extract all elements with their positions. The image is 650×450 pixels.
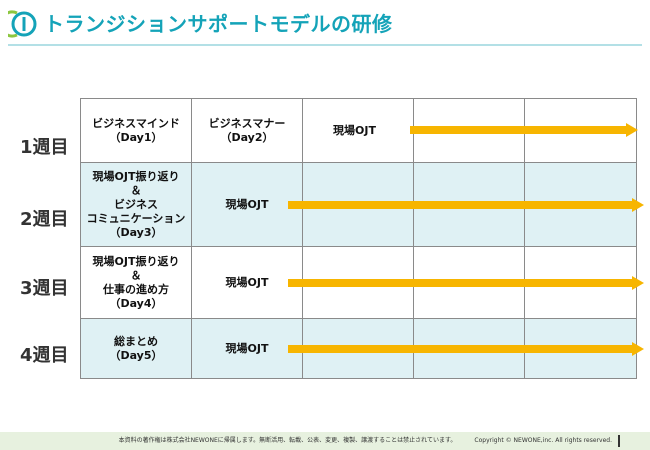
slide-header: トランジションサポートモデルの研修	[0, 0, 650, 48]
ojt-arrow-week-4	[288, 342, 644, 356]
copyright-notice: 本資料の著作権は株式会社NEWONEに帰属します。無断活用、転載、公表、変更、複…	[118, 437, 457, 444]
ojt-arrow-week-2	[288, 198, 644, 212]
cell-ojt-week-1: 現場OJT	[302, 98, 414, 163]
ojt-arrow-week-3	[288, 276, 644, 290]
training-schedule-table: ビジネスマインド （Day1） ビジネスマナー （Day2） 現場OJT 現場O…	[80, 98, 637, 379]
cell-day5: 総まとめ （Day5）	[80, 318, 192, 379]
footer-divider	[618, 435, 620, 447]
circle-i-logo-icon	[8, 10, 37, 38]
slide-footer: 本資料の著作権は株式会社NEWONEに帰属します。無断活用、転載、公表、変更、複…	[0, 432, 650, 450]
cell-day1: ビジネスマインド （Day1）	[80, 98, 192, 163]
cell-ojt-week-4: 現場OJT	[191, 318, 303, 379]
week-label-4: 4週目	[20, 345, 69, 366]
week-label-2: 2週目	[20, 209, 69, 230]
cell-day2: ビジネスマナー （Day2）	[191, 98, 303, 163]
cell-day3: 現場OJT振り返り ＆ ビジネス コミュニケーション （Day3）	[80, 162, 192, 247]
week-label-3: 3週目	[20, 278, 69, 299]
title-underline	[8, 44, 642, 46]
ojt-arrow-week-1	[410, 123, 638, 137]
slide-title: トランジションサポートモデルの研修	[44, 12, 393, 36]
cell-day4: 現場OJT振り返り ＆ 仕事の進め方 （Day4）	[80, 246, 192, 319]
week-label-1: 1週目	[20, 137, 69, 158]
footer-text: 本資料の著作権は株式会社NEWONEに帰属します。無断活用、転載、公表、変更、複…	[0, 435, 612, 444]
cell-ojt-week-3: 現場OJT	[191, 246, 303, 319]
copyright-line: Copyright © NEWONE,inc. All rights reser…	[474, 437, 612, 444]
cell-ojt-week-2: 現場OJT	[191, 162, 303, 247]
